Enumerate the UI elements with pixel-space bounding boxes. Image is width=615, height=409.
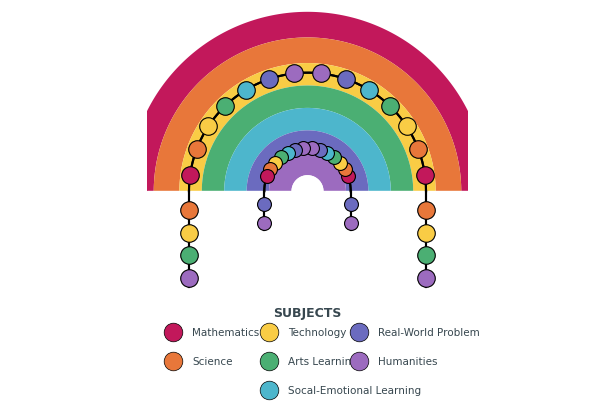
Point: [220, 103, 230, 110]
Point: [335, 160, 345, 166]
Point: [184, 208, 194, 214]
Point: [283, 150, 293, 157]
Text: Humanities: Humanities: [378, 356, 437, 366]
Text: SUBJECTS: SUBJECTS: [273, 307, 342, 320]
Point: [185, 172, 195, 179]
Point: [385, 103, 395, 110]
Polygon shape: [128, 13, 487, 192]
Point: [402, 124, 411, 130]
Point: [184, 275, 194, 281]
Point: [343, 174, 353, 180]
Point: [192, 147, 202, 153]
Point: [184, 230, 194, 236]
Text: Mathematics: Mathematics: [192, 327, 260, 337]
Point: [346, 201, 355, 208]
Point: [262, 174, 272, 180]
Point: [168, 358, 178, 364]
Text: Socal-Emotional Learning: Socal-Emotional Learning: [288, 385, 421, 395]
Text: Arts Learning: Arts Learning: [288, 356, 358, 366]
Point: [365, 88, 375, 94]
Point: [421, 208, 431, 214]
Point: [276, 154, 286, 161]
Point: [264, 387, 274, 393]
Text: Science: Science: [192, 356, 232, 366]
Polygon shape: [224, 109, 391, 192]
Polygon shape: [269, 153, 346, 192]
Point: [264, 358, 274, 364]
Point: [346, 220, 355, 227]
Point: [298, 146, 308, 152]
Point: [315, 71, 325, 77]
Point: [168, 329, 178, 335]
Polygon shape: [292, 176, 323, 192]
Polygon shape: [202, 86, 413, 192]
Point: [341, 76, 351, 83]
Point: [315, 147, 325, 153]
Point: [290, 71, 300, 77]
Point: [354, 329, 363, 335]
Text: Real-World Problem: Real-World Problem: [378, 327, 480, 337]
Point: [264, 329, 274, 335]
Polygon shape: [247, 131, 368, 192]
Point: [264, 76, 274, 83]
Point: [240, 88, 250, 94]
Point: [290, 147, 300, 153]
Text: Technology: Technology: [288, 327, 347, 337]
Point: [184, 252, 194, 259]
Polygon shape: [154, 38, 461, 192]
Polygon shape: [180, 64, 435, 192]
Point: [421, 252, 431, 259]
Point: [322, 150, 332, 157]
Point: [307, 146, 317, 152]
Point: [421, 275, 431, 281]
Point: [421, 230, 431, 236]
Point: [354, 358, 363, 364]
Point: [413, 147, 423, 153]
Point: [260, 220, 269, 227]
Point: [329, 154, 339, 161]
Point: [204, 124, 213, 130]
Point: [339, 166, 349, 173]
Point: [260, 201, 269, 208]
Polygon shape: [148, 192, 467, 409]
Point: [266, 166, 276, 173]
Point: [270, 160, 280, 166]
Point: [420, 172, 430, 179]
